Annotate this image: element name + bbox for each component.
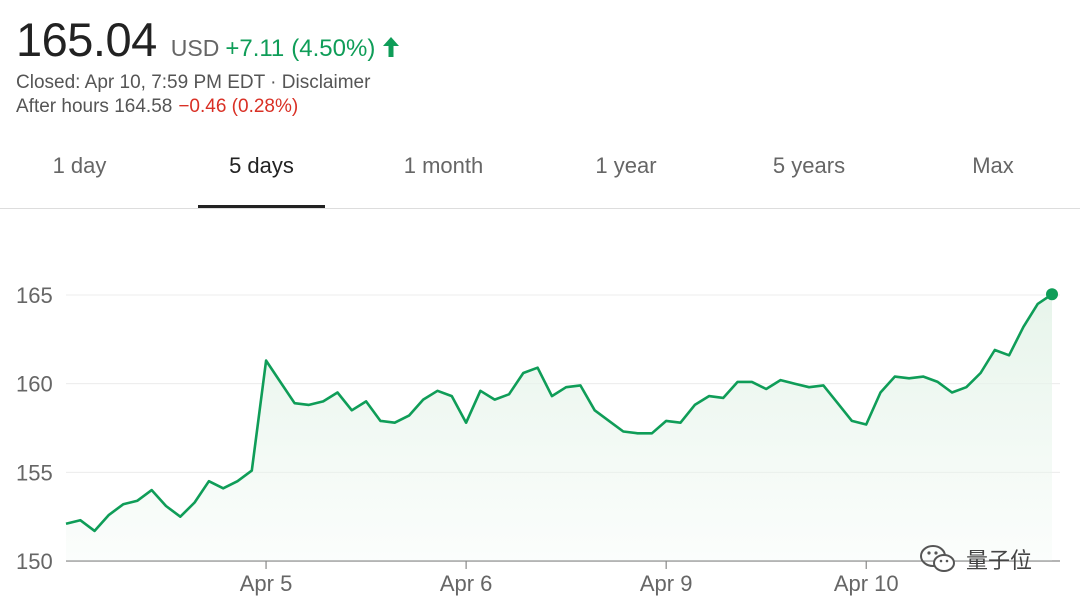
wechat-icon	[920, 545, 955, 572]
x-tick-label: Apr 9	[640, 571, 693, 596]
currency-label: USD	[170, 35, 220, 61]
last-price-dot	[1046, 288, 1058, 301]
after-hours-line: After hours 164.58 −0.46 (0.28%)	[16, 95, 401, 119]
tab-max[interactable]: Max	[972, 153, 1014, 178]
price-chart: 150 155 160 165 Apr 5 Apr 6 Apr 9 Apr 10	[16, 283, 1060, 596]
tab-5-years[interactable]: 5 years	[772, 153, 846, 178]
up-arrow-icon	[381, 36, 401, 63]
price-line	[65, 293, 1053, 533]
y-tick-label: 155	[16, 460, 53, 485]
range-tabs: 1 day 5 days 1 month 1 year 5 years Max	[0, 128, 1080, 209]
y-tick-label: 165	[16, 283, 53, 308]
after-hours-change: −0.46 (0.28%)	[178, 96, 299, 117]
watermark: 量子位	[918, 542, 1032, 576]
price-change-percent: (4.50%)	[291, 35, 376, 62]
tab-1-month[interactable]: 1 month	[403, 153, 484, 178]
price-row: 165.04 USD +7.11 (4.50%)	[16, 12, 401, 68]
quote-header: 165.04 USD +7.11 (4.50%) Closed: Apr 10,…	[16, 12, 401, 119]
after-hours-label: After hours 164.58	[16, 96, 173, 117]
price-change: +7.11	[225, 35, 285, 62]
y-tick-label: 160	[16, 372, 53, 397]
watermark-text: 量子位	[966, 549, 1033, 574]
tab-1-day[interactable]: 1 day	[52, 153, 107, 178]
y-tick-label: 150	[16, 549, 53, 574]
tab-1-year[interactable]: 1 year	[595, 153, 657, 178]
x-tick-label: Apr 6	[440, 571, 493, 596]
price-value: 165.04	[16, 13, 157, 66]
x-tick-label: Apr 5	[240, 571, 293, 596]
price-area	[66, 294, 1052, 561]
x-tick-label: Apr 10	[834, 571, 899, 596]
tab-5-days[interactable]: 5 days	[198, 128, 325, 208]
market-status: Closed: Apr 10, 7:59 PM EDT · Disclaimer	[16, 72, 371, 93]
